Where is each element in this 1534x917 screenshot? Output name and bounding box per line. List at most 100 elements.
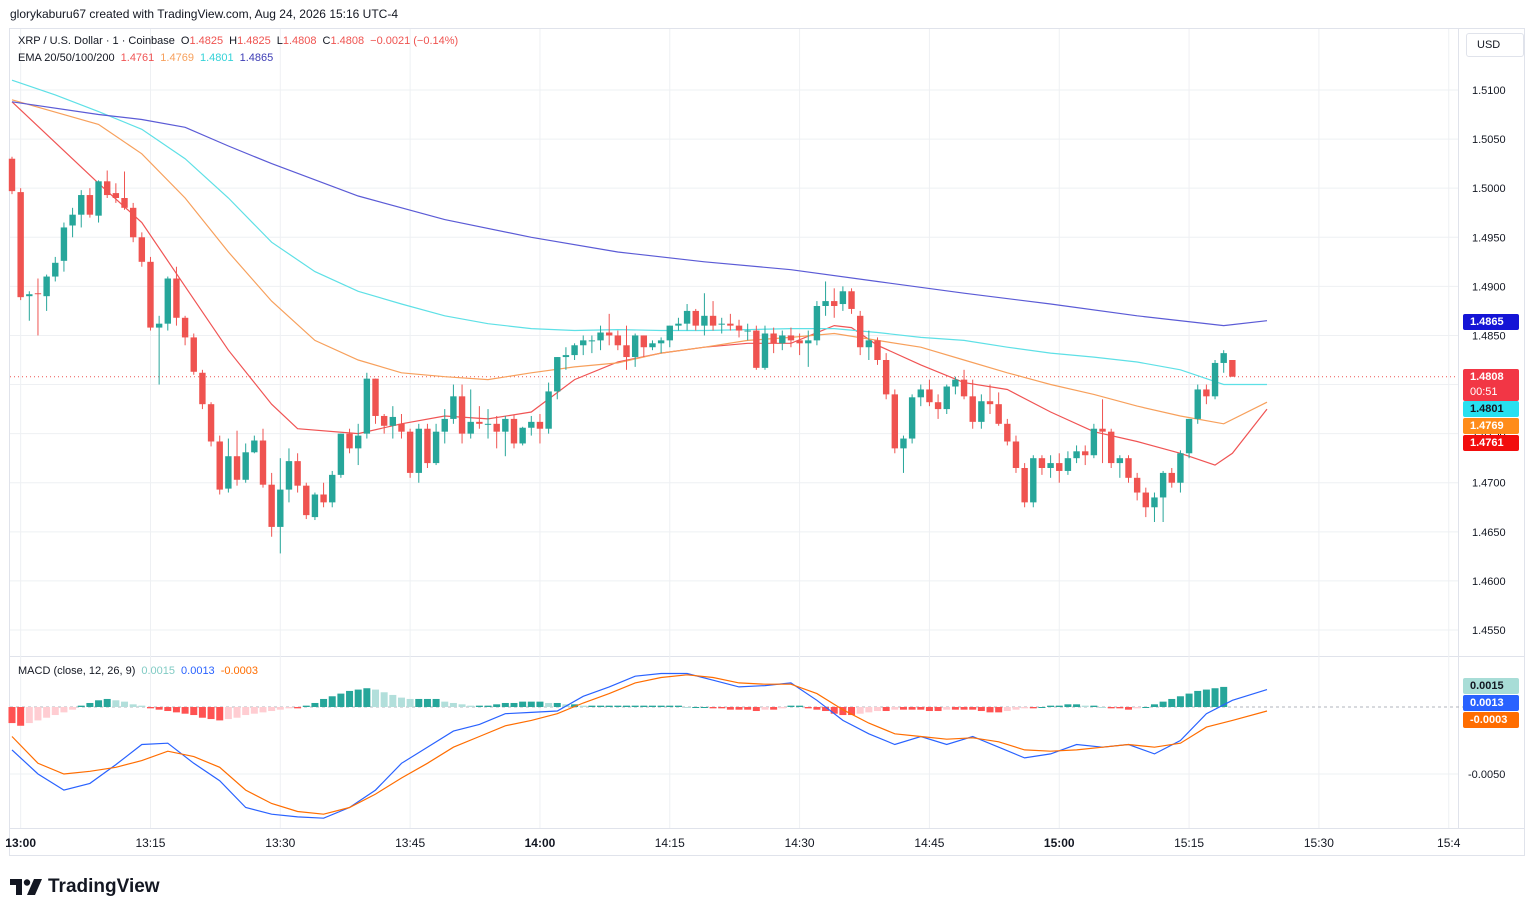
macd-hist-bar — [449, 702, 457, 707]
candle-down — [207, 404, 215, 442]
ema200-price-tag: 1.4865 — [1463, 314, 1519, 330]
macd-hist-bar — [778, 707, 786, 709]
candle-down — [181, 317, 189, 338]
candle-up — [355, 435, 362, 449]
macd-y-tick-label: -0.0050 — [1468, 769, 1505, 781]
macd-hist-bar — [224, 707, 232, 720]
candle-up — [839, 291, 847, 305]
ema100-price-tag: 1.4801 — [1463, 401, 1519, 417]
macd-hist-bar — [908, 707, 916, 710]
macd-title[interactable]: MACD (close, 12, 26, 9) — [18, 665, 136, 677]
macd-hist-bar — [1090, 705, 1098, 707]
currency-button[interactable]: USD — [1466, 33, 1524, 57]
symbol-title[interactable]: XRP / U.S. Dollar · 1 · Coinbase — [18, 35, 175, 47]
macd-hist-bar — [77, 705, 85, 707]
macd-hist-bar — [103, 698, 111, 707]
x-tick-label: 15:00 — [1044, 836, 1075, 850]
candle-up — [761, 333, 769, 368]
macd-hist-bar — [960, 707, 968, 710]
macd-hist-bar — [674, 705, 682, 707]
y-tick-label: 1.4650 — [1472, 527, 1506, 539]
change-value: −0.0021 (−0.14%) — [370, 35, 459, 47]
candle-up — [978, 401, 985, 422]
candle-down — [458, 396, 466, 434]
macd-hist-bar — [648, 705, 656, 707]
macd-hist-bar — [216, 707, 224, 721]
ema-legend: EMA 20/50/100/200 1.4761 1.4769 1.4801 1.486… — [18, 52, 279, 64]
candle-up — [225, 456, 232, 489]
macd-hist-bar — [1150, 704, 1158, 707]
x-tick-label: 15:4 — [1437, 836, 1461, 850]
macd-hist-bar — [1116, 707, 1124, 709]
macd-hist-bar — [856, 707, 864, 714]
macd-hist-bar — [614, 705, 622, 707]
y-tick-label: 1.4550 — [1472, 625, 1506, 637]
macd-hist-bar — [302, 705, 310, 707]
candle-down — [1168, 472, 1175, 483]
tradingview-logo[interactable]: TradingView — [10, 876, 160, 898]
macd-hist-bar — [822, 707, 830, 712]
macd-hist-bar — [242, 707, 250, 716]
candle-up — [744, 330, 751, 332]
brand-name: TradingView — [48, 876, 160, 897]
macd-hist-bar — [1220, 686, 1228, 707]
candle-up — [813, 306, 821, 341]
candle-down — [147, 261, 154, 328]
candle-down — [303, 485, 310, 516]
ema100-value: 1.4801 — [199, 52, 234, 64]
candle-up — [908, 397, 916, 439]
candle-down — [320, 494, 327, 503]
macd-hist-bar — [640, 705, 648, 707]
candle-up — [580, 340, 587, 346]
macd-hist-bar — [475, 705, 483, 707]
macd-hist-bar — [181, 707, 189, 714]
macd-hist-bar — [752, 707, 760, 712]
macd-hist-bar — [848, 707, 856, 716]
macd-hist-bar — [813, 707, 821, 710]
candle-up — [571, 345, 578, 356]
macd-hist-bar — [874, 707, 881, 712]
macd-hist-bar — [389, 694, 397, 707]
macd-line-tag: 0.0013 — [1463, 695, 1519, 711]
candle-up — [649, 343, 656, 348]
candle-down — [727, 323, 734, 326]
high-value: 1.4825 — [237, 35, 271, 47]
candle-up — [1211, 362, 1219, 397]
macd-hist-bar — [233, 707, 241, 718]
macd-hist-bar — [899, 707, 907, 710]
candle-down — [268, 484, 275, 527]
ema20-value: 1.4761 — [120, 52, 155, 64]
macd-hist-bar — [744, 707, 752, 710]
macd-hist-bar — [1003, 707, 1011, 712]
macd-hist-bar — [155, 707, 163, 710]
low-label: L — [276, 35, 283, 47]
macd-hist-bar — [423, 698, 431, 707]
macd-hist-bar — [657, 705, 665, 707]
ohlc-legend: XRP / U.S. Dollar · 1 · Coinbase O1.4825 H… — [18, 35, 464, 47]
candle-up — [432, 431, 440, 464]
x-tick-label: 14:30 — [785, 836, 815, 850]
candle-up — [822, 301, 829, 306]
candle-up — [683, 310, 691, 324]
candle-down — [856, 315, 864, 348]
ema-title[interactable]: EMA 20/50/100/200 — [18, 52, 115, 64]
candle-up — [943, 386, 950, 410]
macd-legend: MACD (close, 12, 26, 9) 0.0015 0.0013 -0.00… — [18, 665, 264, 677]
candle-down — [1082, 451, 1089, 456]
macd-hist-bar — [579, 705, 587, 707]
y-tick-label: 1.5050 — [1472, 134, 1506, 146]
candle-down — [787, 335, 795, 341]
y-tick-label: 1.4850 — [1472, 330, 1506, 342]
macd-hist-bar — [172, 707, 180, 713]
candle-down — [86, 195, 94, 215]
macd-hist-bar — [700, 707, 708, 708]
candle-up — [155, 323, 163, 328]
candle-up — [52, 262, 59, 277]
macd-hist-bar — [545, 702, 553, 707]
macd-hist-bar — [951, 707, 959, 710]
macd-hist-bar — [1021, 707, 1029, 709]
macd-hist-bar — [138, 705, 146, 707]
last-price-tag: 1.4808 00:51 — [1463, 369, 1519, 401]
macd-hist-bar — [51, 707, 59, 716]
